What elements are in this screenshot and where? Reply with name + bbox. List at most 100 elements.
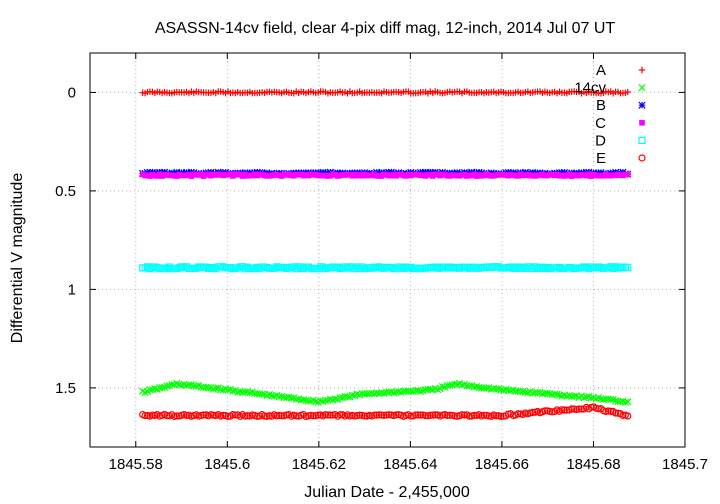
data-point [277, 412, 286, 420]
x-tick-label: 1845.64 [383, 456, 437, 473]
data-point [619, 411, 627, 419]
data-point [497, 412, 505, 421]
data-point [314, 411, 322, 419]
data-point [568, 405, 576, 413]
series-E [139, 403, 632, 421]
data-point [209, 411, 217, 419]
data-point [446, 411, 454, 419]
data-point [611, 409, 620, 417]
data-point [575, 405, 583, 413]
legend-label-E: E [596, 150, 606, 167]
data-point [158, 384, 166, 392]
data-point [141, 411, 149, 420]
x-tick-label: 1845.58 [109, 456, 163, 473]
data-point [621, 398, 629, 407]
data-point [163, 412, 171, 420]
series-C [139, 171, 631, 179]
data-point [480, 411, 488, 419]
y-tick-label: 1 [68, 281, 76, 298]
legend-label-14cv: 14cv [574, 80, 606, 97]
data-point [553, 390, 561, 398]
data-point [412, 411, 420, 419]
data-point [577, 405, 586, 413]
data-point [182, 411, 191, 420]
data-point [385, 411, 393, 419]
data-point [407, 412, 415, 420]
data-point [204, 383, 213, 392]
data-point [465, 412, 473, 420]
x-tick-label: 1845.7 [662, 456, 708, 473]
data-point [416, 411, 425, 419]
data-point [624, 412, 632, 420]
y-tick-label: 1.5 [55, 380, 76, 397]
data-point [292, 412, 300, 420]
x-tick-label: 1845.6 [204, 456, 250, 473]
data-point [377, 411, 386, 419]
data-point [414, 411, 422, 419]
data-point [460, 411, 469, 419]
axis-ticks: 1845.58 1845.6 1845.62 1845.64 1845.66 1845.6… [55, 53, 708, 473]
legend-marker-14cv [638, 83, 646, 92]
data-point [607, 407, 615, 415]
data-series [139, 88, 632, 421]
data-point [443, 411, 451, 420]
data-point [326, 411, 334, 419]
legend-label-D: D [595, 132, 606, 149]
data-point [563, 406, 571, 414]
data-point [336, 411, 344, 419]
data-point [375, 411, 383, 419]
data-point [231, 411, 239, 419]
legend-label-A: A [596, 62, 606, 79]
data-point [541, 407, 549, 415]
series-14cv [139, 379, 632, 407]
data-point [458, 411, 466, 419]
data-point [451, 412, 459, 420]
series-A [139, 88, 631, 97]
data-point [624, 88, 631, 96]
y-axis-label: Differential V magnitude [9, 173, 26, 344]
data-point [514, 410, 522, 418]
legend-marker-B [638, 101, 646, 109]
data-point [431, 411, 439, 419]
legend-label-C: C [595, 115, 606, 132]
y-tick-label: 0.5 [55, 183, 76, 200]
legend-label-B: B [596, 97, 606, 114]
data-point [529, 408, 537, 417]
data-point [275, 411, 283, 420]
data-point [309, 412, 317, 420]
data-point [470, 411, 478, 419]
data-point [560, 406, 569, 414]
series-D [139, 263, 632, 273]
data-point [356, 411, 364, 419]
data-point [380, 411, 388, 419]
data-point [324, 411, 332, 419]
data-point [173, 412, 181, 420]
x-tick-label: 1845.62 [292, 456, 346, 473]
data-point [199, 411, 208, 419]
legend-marker-A [638, 66, 646, 74]
data-point [504, 410, 512, 418]
data-point [429, 411, 437, 419]
x-tick-label: 1845.68 [566, 456, 620, 473]
data-point [421, 412, 430, 420]
data-point [390, 389, 398, 397]
data-point [373, 411, 381, 419]
data-point [604, 407, 612, 415]
data-point [624, 171, 631, 178]
plot-border [89, 52, 686, 448]
data-point [392, 411, 400, 419]
data-point [624, 264, 632, 272]
data-point [282, 411, 291, 419]
data-point [360, 412, 369, 420]
data-point [426, 411, 434, 419]
x-axis-label: Julian Date - 2,455,000 [304, 484, 470, 501]
legend-marker-D [638, 136, 646, 144]
chart-title: ASASSN-14cv field, clear 4-pix diff mag,… [155, 20, 616, 37]
data-point [219, 411, 227, 419]
data-point [273, 412, 281, 420]
x-tick-label: 1845.66 [475, 456, 529, 473]
data-point [624, 398, 632, 406]
data-point [492, 412, 500, 420]
